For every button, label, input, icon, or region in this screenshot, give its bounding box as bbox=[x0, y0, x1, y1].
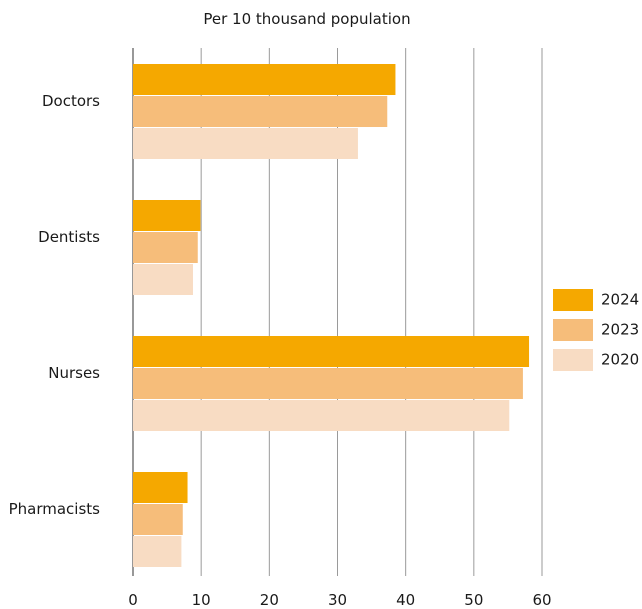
x-tick-labels: 0 10 20 30 40 50 60 bbox=[128, 591, 551, 609]
x-tick-label: 0 bbox=[128, 591, 138, 609]
x-tick-label: 50 bbox=[464, 591, 483, 609]
category-label: Doctors bbox=[42, 92, 100, 110]
legend-swatch-2024 bbox=[553, 289, 593, 311]
x-tick-label: 60 bbox=[532, 591, 551, 609]
x-tick-label: 10 bbox=[192, 591, 211, 609]
bar-dentists-2023 bbox=[133, 232, 198, 263]
bar-pharmacists-2020 bbox=[133, 536, 182, 567]
category-label: Nurses bbox=[48, 364, 100, 382]
legend-label-2020: 2020 bbox=[601, 351, 639, 369]
category-labels: Doctors Dentists Nurses Pharmacists bbox=[9, 92, 101, 518]
legend: 2024 2023 2020 bbox=[553, 289, 639, 371]
legend-swatch-2020 bbox=[553, 349, 593, 371]
bar-doctors-2024 bbox=[133, 64, 396, 95]
category-label: Dentists bbox=[38, 228, 100, 246]
bar-nurses-2020 bbox=[133, 400, 510, 431]
legend-swatch-2023 bbox=[553, 319, 593, 341]
category-label: Pharmacists bbox=[9, 500, 101, 518]
legend-label-2024: 2024 bbox=[601, 291, 639, 309]
bar-dentists-2020 bbox=[133, 264, 193, 295]
bar-doctors-2020 bbox=[133, 128, 358, 159]
x-tick-label: 30 bbox=[328, 591, 347, 609]
x-tick-label: 40 bbox=[396, 591, 415, 609]
legend-label-2023: 2023 bbox=[601, 321, 639, 339]
chart-title: Per 10 thousand population bbox=[203, 10, 410, 28]
bar-pharmacists-2024 bbox=[133, 472, 188, 503]
bar-nurses-2023 bbox=[133, 368, 523, 399]
bar-doctors-2023 bbox=[133, 96, 388, 127]
bar-pharmacists-2023 bbox=[133, 504, 183, 535]
x-tick-label: 20 bbox=[260, 591, 279, 609]
bars bbox=[133, 64, 530, 567]
bar-dentists-2024 bbox=[133, 200, 201, 231]
bar-nurses-2024 bbox=[133, 336, 530, 367]
gridlines bbox=[132, 48, 543, 576]
